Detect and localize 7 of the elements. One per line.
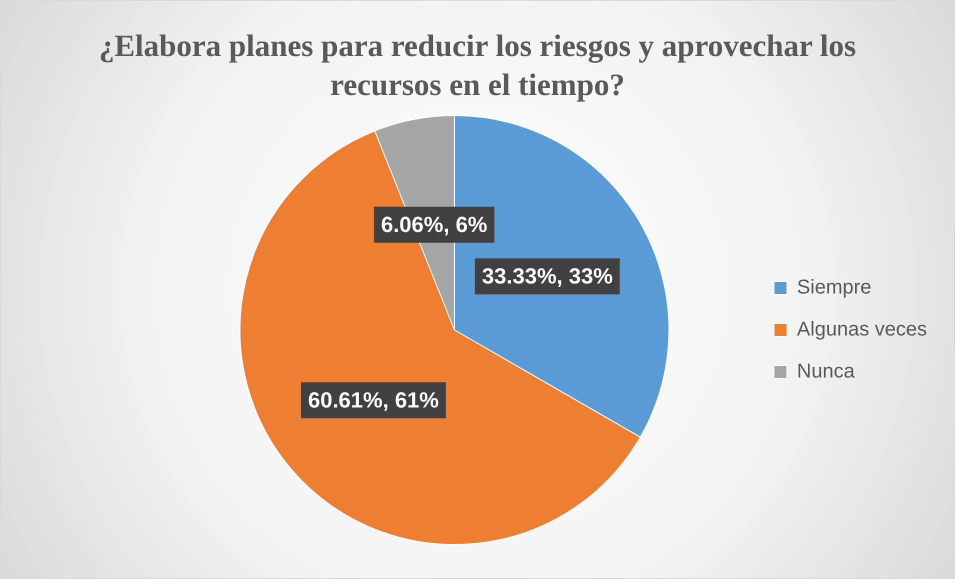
data-label: 33.33%, 33%: [482, 262, 613, 288]
chart-title: ¿Elabora planes para reducir los riesgos y aprovechar los recursos en el tiempo?: [98, 27, 858, 104]
legend-label: Nunca: [796, 360, 856, 382]
legend-label: Algunas veces: [796, 318, 927, 340]
legend-label: Siempre: [796, 276, 872, 298]
data-label: 60.61%, 61%: [308, 386, 439, 412]
data-label: 6.06%, 6%: [380, 211, 488, 236]
